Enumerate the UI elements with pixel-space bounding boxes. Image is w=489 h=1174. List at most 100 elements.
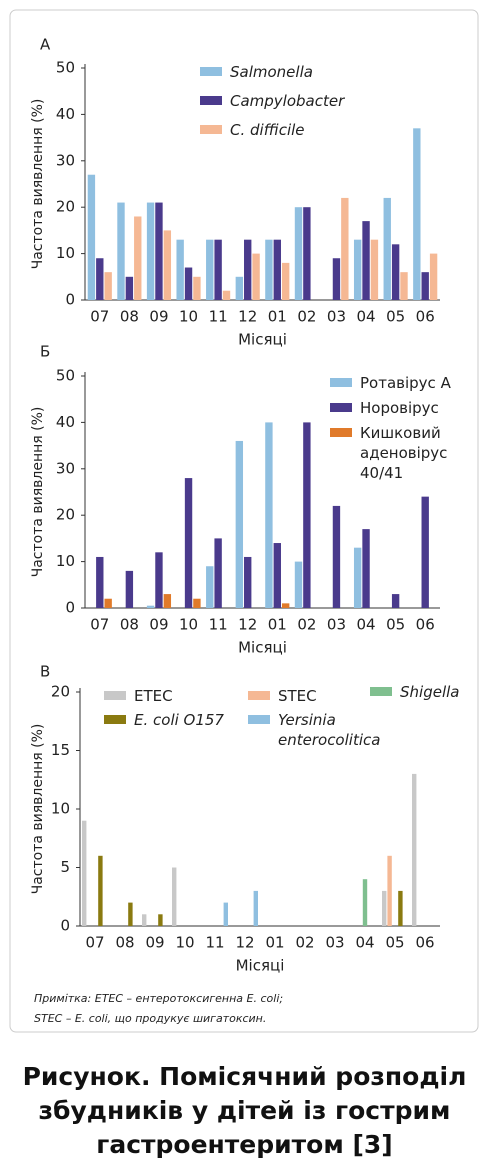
bar: [303, 207, 311, 300]
bar: [176, 239, 184, 300]
bar: [96, 258, 104, 300]
bar: [281, 603, 290, 608]
y-tick-label: 20: [56, 506, 75, 524]
y-tick-label: 0: [65, 599, 75, 617]
bar: [206, 239, 214, 300]
bar: [294, 561, 303, 608]
x-tick-label: 06: [415, 934, 434, 952]
x-axis-label: Місяці: [238, 639, 287, 657]
bar: [265, 422, 273, 608]
legend-label: E. coli O157: [134, 711, 224, 729]
bar: [244, 239, 252, 300]
legend-swatch: [330, 378, 352, 387]
x-tick-label: 06: [416, 616, 435, 634]
bar: [214, 239, 222, 300]
panel-label: В: [40, 663, 50, 681]
legend-swatch: [200, 67, 222, 76]
bar: [294, 207, 303, 300]
frame: [9, 9, 479, 1033]
bar: [303, 422, 311, 608]
bar: [429, 253, 438, 300]
legend-label: STEC: [278, 687, 317, 705]
legend-swatch: [330, 428, 352, 437]
bar: [332, 258, 341, 300]
x-tick-label: 05: [386, 616, 405, 634]
y-tick-label: 40: [56, 105, 75, 123]
x-tick-label: 02: [297, 616, 316, 634]
y-tick-label: 20: [56, 198, 75, 216]
bar: [104, 598, 112, 608]
x-tick-label: 11: [205, 934, 224, 952]
bar: [214, 538, 222, 608]
x-tick-label: 03: [327, 616, 346, 634]
y-tick-label: 10: [56, 244, 75, 262]
legend-label: Кишковий аденовірус 40/41: [360, 424, 448, 482]
legend-swatch: [248, 691, 270, 700]
bar: [172, 867, 177, 926]
legend-swatch: [200, 96, 222, 105]
bar: [104, 272, 112, 300]
bar: [398, 890, 403, 926]
x-tick-label: 07: [90, 616, 109, 634]
x-tick-label: 04: [356, 308, 375, 326]
caption: збудників у дітей із гострим: [38, 1096, 451, 1125]
bar: [391, 594, 400, 608]
bar: [98, 855, 103, 926]
legend-swatch: [104, 715, 126, 724]
bar: [146, 202, 155, 300]
y-axis-label: Частота виявлення (%): [30, 724, 46, 895]
y-tick-label: 20: [51, 683, 70, 701]
bar: [244, 556, 252, 608]
bar: [146, 605, 155, 608]
x-tick-label: 06: [416, 308, 435, 326]
x-axis-label: Місяці: [238, 331, 287, 349]
x-tick-label: 10: [179, 308, 198, 326]
legend-swatch: [200, 125, 222, 134]
legend-swatch: [104, 691, 126, 700]
legend-label: Salmonella: [230, 63, 313, 81]
x-tick-label: 10: [179, 616, 198, 634]
bar: [223, 902, 228, 926]
x-tick-label: 03: [325, 934, 344, 952]
y-tick-label: 50: [56, 59, 75, 77]
bar: [184, 478, 193, 608]
legend-label: Yersinia enterocolitica: [278, 711, 381, 749]
legend-swatch: [330, 403, 352, 412]
bar: [353, 239, 362, 300]
legend-label: C. difficile: [230, 121, 305, 139]
legend-label: Ротавірус А: [360, 374, 451, 392]
bar: [155, 202, 163, 300]
x-tick-label: 02: [297, 308, 316, 326]
bar: [383, 197, 391, 300]
legend-label: Норовірус: [360, 399, 439, 417]
bar: [332, 505, 341, 608]
bar: [265, 239, 273, 300]
bar: [362, 529, 370, 608]
x-tick-label: 11: [209, 616, 228, 634]
bar: [252, 253, 260, 300]
x-tick-label: 10: [175, 934, 194, 952]
y-tick-label: 5: [60, 858, 70, 876]
bar: [128, 902, 133, 926]
x-tick-label: 04: [356, 616, 375, 634]
y-tick-label: 30: [56, 459, 75, 477]
caption: Рисунок. Помісячний розподіл: [22, 1062, 467, 1091]
bar: [273, 239, 281, 300]
x-tick-label: 07: [85, 934, 104, 952]
y-tick-label: 50: [56, 367, 75, 385]
x-tick-label: 01: [268, 616, 287, 634]
bar: [235, 276, 244, 300]
x-tick-label: 11: [209, 308, 228, 326]
x-tick-label: 12: [238, 616, 257, 634]
bar: [184, 267, 193, 300]
bar: [125, 276, 134, 300]
bar: [193, 276, 201, 300]
bar: [163, 594, 172, 608]
bar: [158, 914, 163, 926]
bar: [341, 197, 349, 300]
bar: [155, 552, 163, 608]
x-tick-label: 01: [268, 308, 287, 326]
y-tick-label: 0: [60, 917, 70, 935]
legend-label: Campylobacter: [230, 92, 345, 110]
